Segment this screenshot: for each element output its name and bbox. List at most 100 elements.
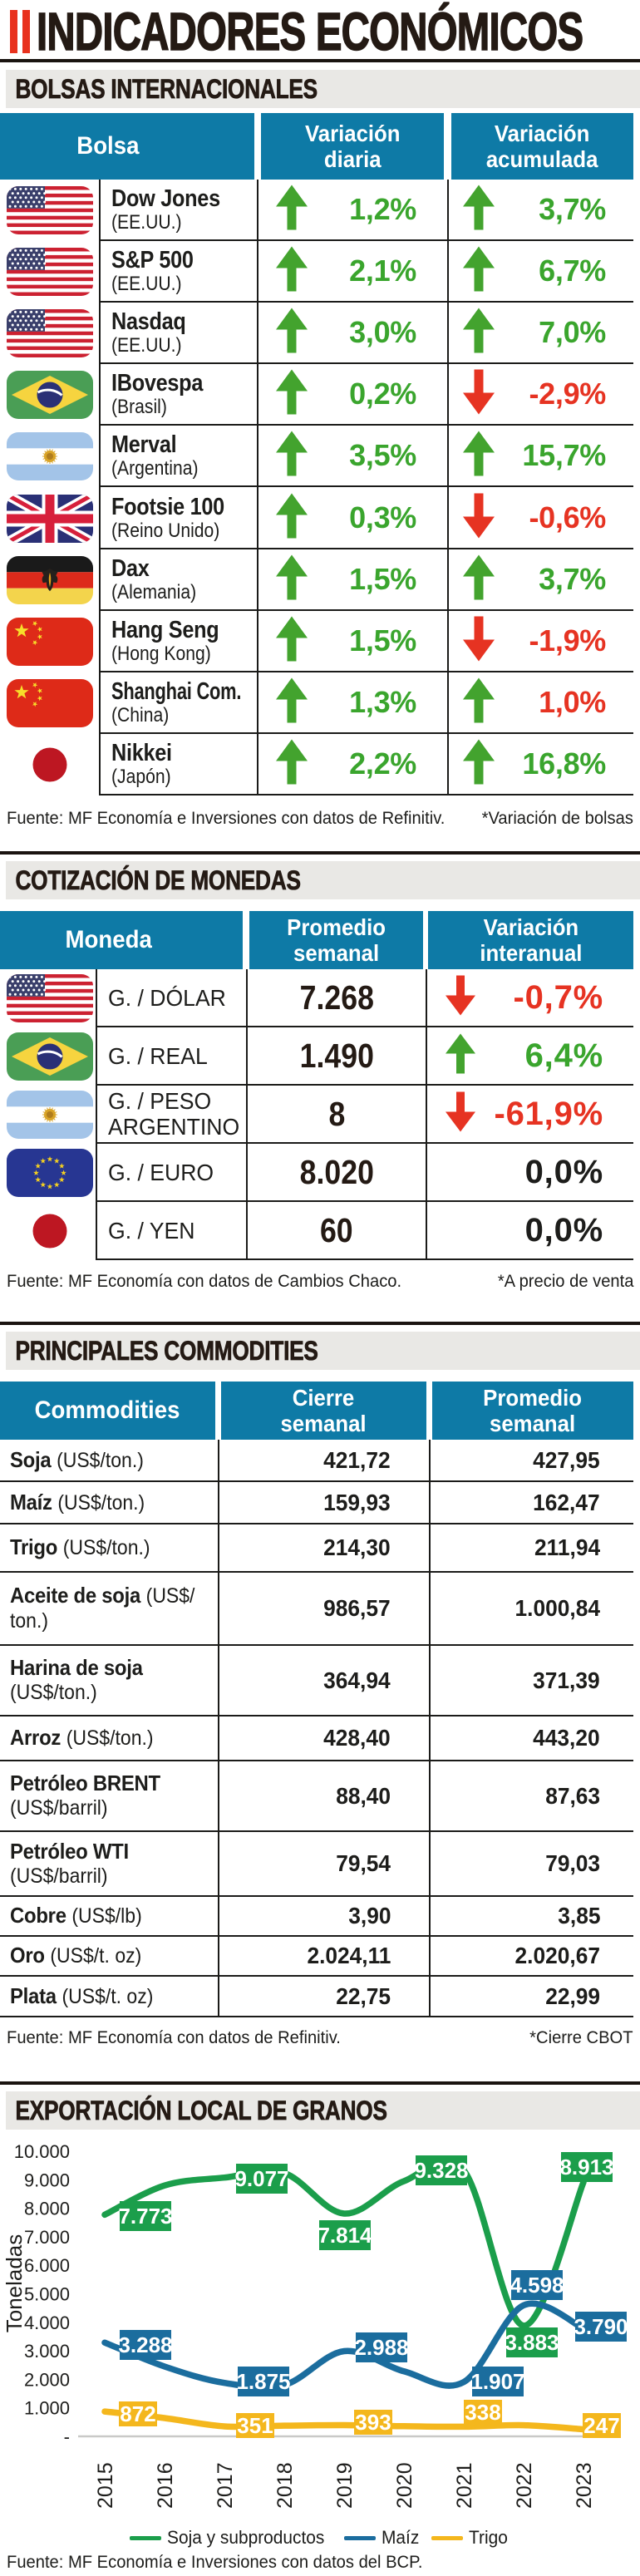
- country-flag-icon: [0, 672, 99, 734]
- data-label: 1.875: [236, 2367, 291, 2396]
- weekly-average-cell: 60: [246, 1202, 426, 1260]
- accent-bar-icon: [22, 10, 30, 53]
- data-label: 393: [354, 2410, 392, 2435]
- arrow-up-icon: [276, 246, 308, 296]
- source-line: Fuente: MF Economía e Inversiones con da…: [7, 2553, 633, 2573]
- yoy-variation-value: 6,4%: [524, 1037, 603, 1074]
- exchange-name: IBovespa: [111, 370, 204, 397]
- y-axis-title: Toneladas: [2, 2234, 27, 2333]
- commodity-name: Arroz: [10, 1725, 62, 1750]
- commodity-unit: (US$/barril): [10, 1796, 108, 1820]
- arrow-down-icon: [463, 369, 495, 419]
- currency-name: G. / PESO ARGENTINO: [108, 1088, 240, 1140]
- exchange-name: S&P 500: [111, 247, 194, 274]
- weekly-average-value: 211,94: [534, 1534, 600, 1560]
- daily-variation-cell: 3,5%: [257, 426, 447, 488]
- data-label: 247: [583, 2413, 621, 2438]
- currency-row: G. / YEN 60 0,0%: [0, 1202, 633, 1260]
- exchange-row: IBovespa (Brasil) 0,2% -2,9%: [0, 364, 633, 426]
- weekly-close-cell: 88,40: [218, 1761, 429, 1832]
- accumulated-variation-value: 3,7%: [539, 561, 606, 596]
- daily-variation-value: 1,2%: [349, 192, 416, 227]
- legend-label: Soja y subproductos: [167, 2527, 325, 2548]
- commodity-name-cell: Cobre (US$/lb): [0, 1897, 218, 1937]
- daily-variation-value: 1,5%: [349, 623, 416, 658]
- data-label: 3.288: [118, 2330, 173, 2360]
- currency-name-cell: G. / EURO: [96, 1144, 246, 1202]
- section-band-monedas: COTIZACIÓN DE MONEDAS: [6, 861, 640, 899]
- legend-item: Maíz: [343, 2527, 421, 2549]
- weekly-average-value: 3,85: [557, 1903, 600, 1928]
- commodity-name-cell: Plata (US$/t. oz): [0, 1977, 218, 2017]
- commodity-name-cell: Petróleo BRENT (US$/barril): [0, 1761, 218, 1832]
- weekly-close-value: 3,90: [347, 1903, 391, 1928]
- x-tick-label: 2015: [94, 2462, 117, 2509]
- currency-name: G. / YEN: [108, 1217, 195, 1244]
- column-header-variacion-diaria: Variación diaria: [261, 113, 444, 180]
- accumulated-variation-cell: 6,7%: [447, 241, 633, 303]
- accumulated-variation-value: -2,9%: [529, 377, 606, 411]
- exchange-row: Shanghai Com. (China) 1,3% 1,0%: [0, 672, 633, 734]
- weekly-close-value: 428,40: [323, 1725, 391, 1751]
- source-line: Fuente: MF Economía e Inversiones con da…: [7, 809, 633, 829]
- exchange-row: Merval (Argentina) 3,5% 15,7%: [0, 426, 633, 488]
- exchange-name: Nikkei: [111, 739, 172, 766]
- country-flag-icon: [0, 1202, 96, 1260]
- exchange-row: Nasdaq (EE.UU.) 3,0% 7,0%: [0, 303, 633, 365]
- commodity-unit: (US$/t. oz): [62, 1984, 154, 2008]
- column-header-variacion-acumulada: Variación acumulada: [451, 113, 633, 180]
- data-label: 338: [464, 2400, 502, 2425]
- weekly-average-cell: 8: [246, 1086, 426, 1144]
- commodity-name-cell: Arroz (US$/ton.): [0, 1717, 218, 1761]
- exchange-country: (Brasil): [111, 396, 167, 419]
- exchange-name-cell: Dax (Alemania): [99, 549, 257, 611]
- data-label: 7.773: [118, 2201, 173, 2231]
- weekly-close-value: 159,93: [323, 1489, 391, 1515]
- commodity-row: Aceite de soja (US$/ton.) 986,57 1.000,8…: [0, 1573, 633, 1646]
- data-label: 2.988: [354, 2332, 409, 2362]
- commodity-name: Maíz: [10, 1489, 52, 1515]
- source-text: Fuente: MF Economía e Inversiones con da…: [7, 2553, 423, 2572]
- exchange-name: Hang Seng: [111, 616, 219, 643]
- y-tick-label: 1.000: [24, 2398, 70, 2419]
- weekly-average-cell: 1.490: [246, 1027, 426, 1086]
- commodity-name-cell: Oro (US$/t. oz): [0, 1937, 218, 1977]
- svg-text:8.913: 8.913: [559, 2155, 613, 2180]
- commodity-unit: (US$/ton.): [62, 1536, 150, 1559]
- yoy-variation-cell: 6,4%: [426, 1027, 633, 1086]
- country-flag-icon: [0, 1027, 96, 1086]
- currency-name-cell: G. / DÓLAR: [96, 969, 246, 1027]
- daily-variation-cell: 2,1%: [257, 241, 447, 303]
- commodity-row: Trigo (US$/ton.) 214,30 211,94: [0, 1524, 633, 1573]
- weekly-average-value: 8.020: [299, 1152, 374, 1191]
- x-tick-label: 2019: [333, 2462, 357, 2509]
- svg-text:7.773: 7.773: [118, 2204, 172, 2229]
- daily-variation-value: 1,5%: [349, 561, 416, 596]
- daily-variation-value: 3,0%: [349, 315, 416, 350]
- y-tick-label: 8.000: [24, 2199, 70, 2219]
- weekly-average-cell: 87,63: [429, 1761, 633, 1832]
- divider: [0, 1322, 640, 1325]
- yoy-variation-value: 0,0%: [524, 1153, 603, 1190]
- source-line: Fuente: MF Economía con datos de Refinit…: [7, 2028, 633, 2048]
- exchange-name: Shanghai Com.: [111, 677, 242, 705]
- commodity-unit: (US$/ton.): [66, 1726, 154, 1750]
- data-label: 3.883: [505, 2327, 559, 2357]
- exchange-name-cell: Nasdaq (EE.UU.): [99, 303, 257, 365]
- weekly-average-cell: 162,47: [429, 1482, 633, 1524]
- legend-swatch-icon: [431, 2535, 464, 2540]
- weekly-average-value: 443,20: [533, 1725, 600, 1751]
- commodity-row: Harina de soja (US$/ton.) 364,94 371,39: [0, 1646, 633, 1717]
- section-title: BOLSAS INTERNACIONALES: [15, 73, 318, 104]
- svg-text:9.077: 9.077: [234, 2166, 288, 2191]
- commodity-name: Cobre: [10, 1903, 66, 1928]
- yoy-variation-cell: -0,7%: [426, 969, 633, 1027]
- commodity-name-cell: Harina de soja (US$/ton.): [0, 1646, 218, 1717]
- weekly-average-value: 79,03: [545, 1850, 600, 1876]
- commodity-name: Aceite de soja: [10, 1583, 141, 1608]
- yoy-variation-cell: 0,0%: [426, 1144, 633, 1202]
- svg-text:338: 338: [465, 2400, 500, 2425]
- svg-text:1.907: 1.907: [470, 2369, 524, 2394]
- commodity-unit: (US$/barril): [10, 1864, 108, 1888]
